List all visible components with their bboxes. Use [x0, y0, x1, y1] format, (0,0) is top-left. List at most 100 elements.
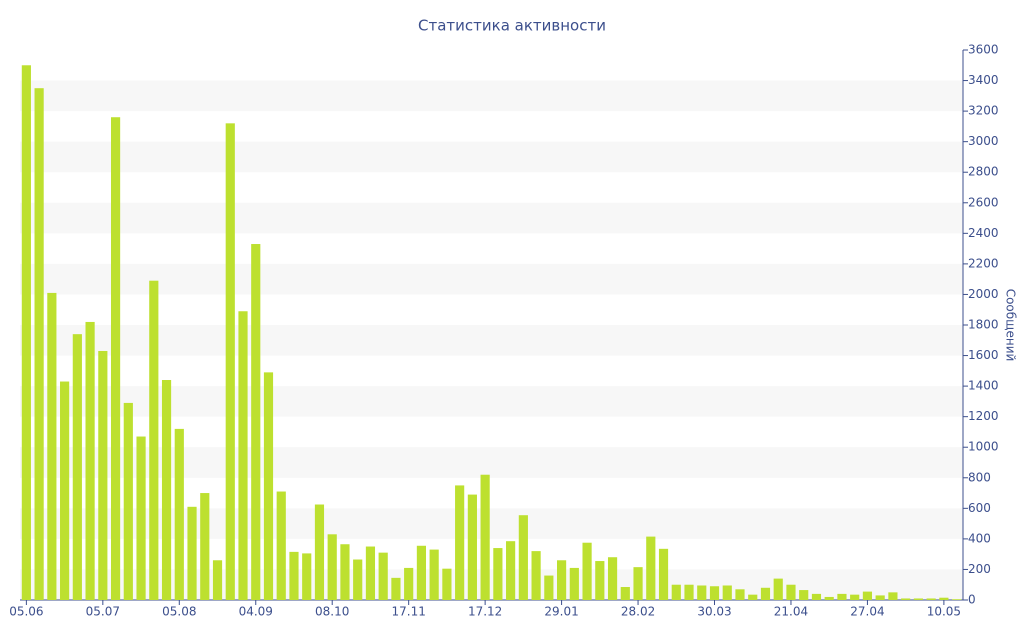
bar: [939, 597, 949, 600]
bar: [799, 590, 809, 600]
bar: [455, 485, 465, 600]
bar: [493, 548, 503, 600]
bar: [161, 380, 172, 600]
bar: [289, 551, 299, 600]
bar: [212, 560, 223, 600]
bar: [314, 504, 325, 600]
bar: [875, 595, 885, 600]
x-tick-label: 17.12: [468, 605, 502, 619]
bar: [85, 321, 95, 600]
y-tick-label: 1200: [968, 409, 999, 423]
y-tick-label: 2400: [968, 226, 999, 240]
bar: [480, 474, 490, 600]
bar: [416, 545, 426, 600]
x-tick-label: 10.05: [927, 605, 961, 619]
y-tick-label: 400: [968, 531, 991, 545]
grid-band: [20, 202, 963, 234]
bar: [926, 598, 936, 600]
bar: [174, 428, 184, 600]
bar: [149, 280, 159, 600]
y-tick-label: 2600: [968, 195, 999, 209]
y-tick-label: 800: [968, 470, 991, 484]
bar: [518, 515, 528, 600]
x-tick-label: 21.04: [774, 605, 808, 619]
bar: [901, 598, 911, 600]
bar: [47, 292, 57, 600]
bar: [136, 436, 146, 600]
bar: [607, 557, 618, 600]
bar: [582, 542, 592, 600]
bar: [404, 567, 414, 600]
bar: [913, 598, 923, 600]
grid-band: [20, 447, 963, 478]
bar: [569, 567, 579, 600]
bar: [760, 587, 771, 600]
bar: [302, 553, 312, 600]
x-tick-label: 27.04: [850, 605, 884, 619]
grid-band: [20, 508, 963, 539]
grid-band: [20, 141, 963, 173]
grid-band: [20, 569, 963, 600]
bar: [340, 544, 350, 600]
bar: [557, 560, 567, 600]
grid-band: [20, 325, 963, 356]
bar: [251, 244, 261, 600]
bar: [786, 584, 796, 600]
y-tick-label: 200: [968, 562, 991, 576]
y-tick-label: 3000: [968, 134, 999, 148]
y-tick-label: 3200: [968, 104, 999, 118]
bar: [837, 593, 847, 600]
bar: [263, 372, 274, 600]
bar: [225, 123, 235, 600]
bar: [98, 350, 108, 600]
bar: [646, 536, 656, 600]
bar: [34, 88, 44, 600]
bar: [391, 577, 401, 600]
grid-band: [20, 386, 963, 417]
y-tick-label: 2000: [968, 287, 999, 301]
x-tick-label: 29.01: [544, 605, 578, 619]
bar: [238, 311, 248, 600]
bar: [952, 599, 962, 600]
bar: [21, 65, 31, 601]
x-tick-label: 28.02: [621, 605, 655, 619]
bar: [378, 552, 388, 600]
y-tick-label: 3400: [968, 73, 999, 87]
bar: [862, 591, 873, 600]
bar: [200, 493, 210, 600]
bar: [544, 575, 554, 600]
x-tick-label: 04.09: [239, 605, 273, 619]
bar: [60, 381, 70, 600]
bar: [353, 559, 363, 600]
bar: [327, 534, 337, 600]
x-tick-label: 17.11: [391, 605, 425, 619]
bar: [811, 593, 822, 600]
bar: [735, 589, 745, 600]
grid-band: [20, 263, 963, 295]
x-tick-label: 05.07: [86, 605, 120, 619]
y-tick-label: 600: [968, 501, 991, 515]
bar: [429, 549, 439, 600]
bar: [633, 567, 643, 600]
y-tick-label: 0: [968, 593, 976, 607]
bar: [276, 491, 286, 600]
bar: [748, 594, 758, 600]
bar: [506, 541, 516, 600]
x-tick-label: 05.06: [9, 605, 43, 619]
bar: [365, 546, 376, 600]
y-tick-label: 1400: [968, 379, 999, 393]
bar: [110, 117, 121, 600]
y-tick-label: 1800: [968, 318, 999, 332]
y-axis-label: Сообщений: [1004, 289, 1018, 362]
bar: [684, 584, 694, 600]
bar: [824, 596, 834, 600]
y-tick-label: 2800: [968, 165, 999, 179]
y-tick-label: 2200: [968, 256, 999, 270]
x-tick-label: 05.08: [162, 605, 196, 619]
bar: [709, 586, 720, 600]
y-tick-label: 1600: [968, 348, 999, 362]
bar: [187, 506, 197, 600]
bar: [722, 585, 732, 600]
